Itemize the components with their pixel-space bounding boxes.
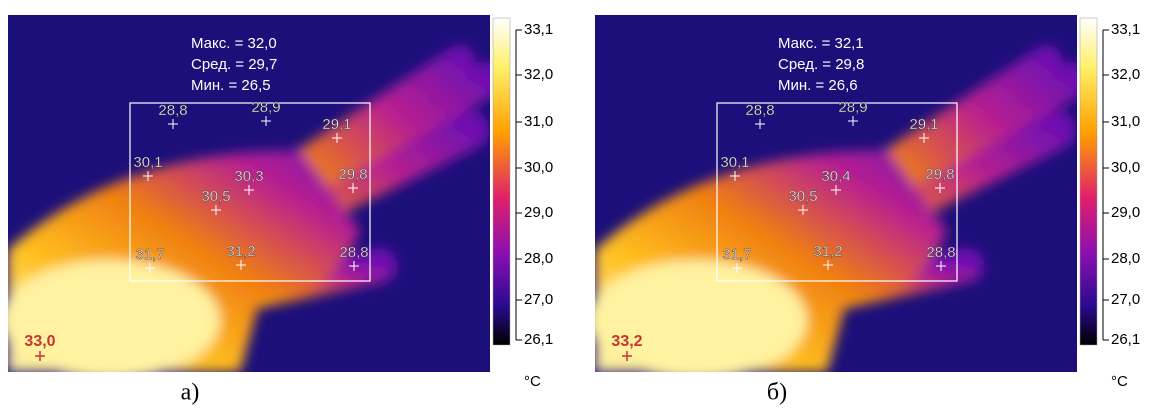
unit: °C xyxy=(1111,373,1128,390)
point-label: 30,1 xyxy=(720,154,749,171)
scale-label: 30,0 xyxy=(1111,159,1140,176)
scale-label: 26,1 xyxy=(1111,331,1140,348)
point-label: 31,2 xyxy=(813,243,842,260)
stat-label: Сред. = 29,7 xyxy=(191,56,277,73)
color-scale xyxy=(1080,18,1097,345)
point-label: 30,1 xyxy=(133,154,162,171)
point-label: 31,7 xyxy=(135,246,164,263)
color-scale xyxy=(493,18,510,345)
point-label: 29,1 xyxy=(909,116,938,133)
spot-label: 33,0 xyxy=(24,333,55,350)
caption: б) xyxy=(767,380,787,406)
point-label: 29,8 xyxy=(338,166,367,183)
palm-hot xyxy=(587,260,807,380)
point-label: 30,4 xyxy=(821,168,850,185)
stat-label: Мин. = 26,5 xyxy=(191,77,271,94)
scale-label: 26,1 xyxy=(524,331,553,348)
scale-label: 30,0 xyxy=(524,159,553,176)
point-label: 29,8 xyxy=(925,166,954,183)
stat-label: Макс. = 32,1 xyxy=(778,35,864,52)
stat-label: Макс. = 32,0 xyxy=(191,35,277,52)
scale-label: 27,0 xyxy=(524,291,553,308)
point-label: 28,8 xyxy=(158,102,187,119)
scale-label: 33,1 xyxy=(1111,21,1140,38)
point-label: 28,8 xyxy=(339,244,368,261)
scale-label: 29,0 xyxy=(524,204,553,221)
point-label: 28,9 xyxy=(251,99,280,116)
scale-label: 32,0 xyxy=(1111,66,1140,83)
point-label: 31,7 xyxy=(722,246,751,263)
scale-label: 29,0 xyxy=(1111,204,1140,221)
figure: Макс. = 32,0Сред. = 29,7Мин. = 26,528,82… xyxy=(0,0,1167,408)
scale-label: 33,1 xyxy=(524,21,553,38)
palm-hot xyxy=(0,260,220,380)
scale-label: 28,0 xyxy=(1111,250,1140,267)
spot-label: 33,2 xyxy=(611,333,642,350)
point-label: 30,5 xyxy=(788,188,817,205)
point-label: 31,2 xyxy=(226,243,255,260)
point-label: 28,9 xyxy=(838,99,867,116)
scale-label: 31,0 xyxy=(524,113,553,130)
stat-label: Сред. = 29,8 xyxy=(778,56,864,73)
scale-label: 31,0 xyxy=(1111,113,1140,130)
stat-label: Мин. = 26,6 xyxy=(778,77,858,94)
point-label: 28,8 xyxy=(926,244,955,261)
scale-label: 27,0 xyxy=(1111,291,1140,308)
point-label: 29,1 xyxy=(322,116,351,133)
point-label: 28,8 xyxy=(745,102,774,119)
scale-label: 32,0 xyxy=(524,66,553,83)
scale-label: 28,0 xyxy=(524,250,553,267)
unit: °C xyxy=(524,373,541,390)
point-label: 30,3 xyxy=(234,168,263,185)
point-label: 30,5 xyxy=(201,188,230,205)
caption: а) xyxy=(181,380,200,406)
